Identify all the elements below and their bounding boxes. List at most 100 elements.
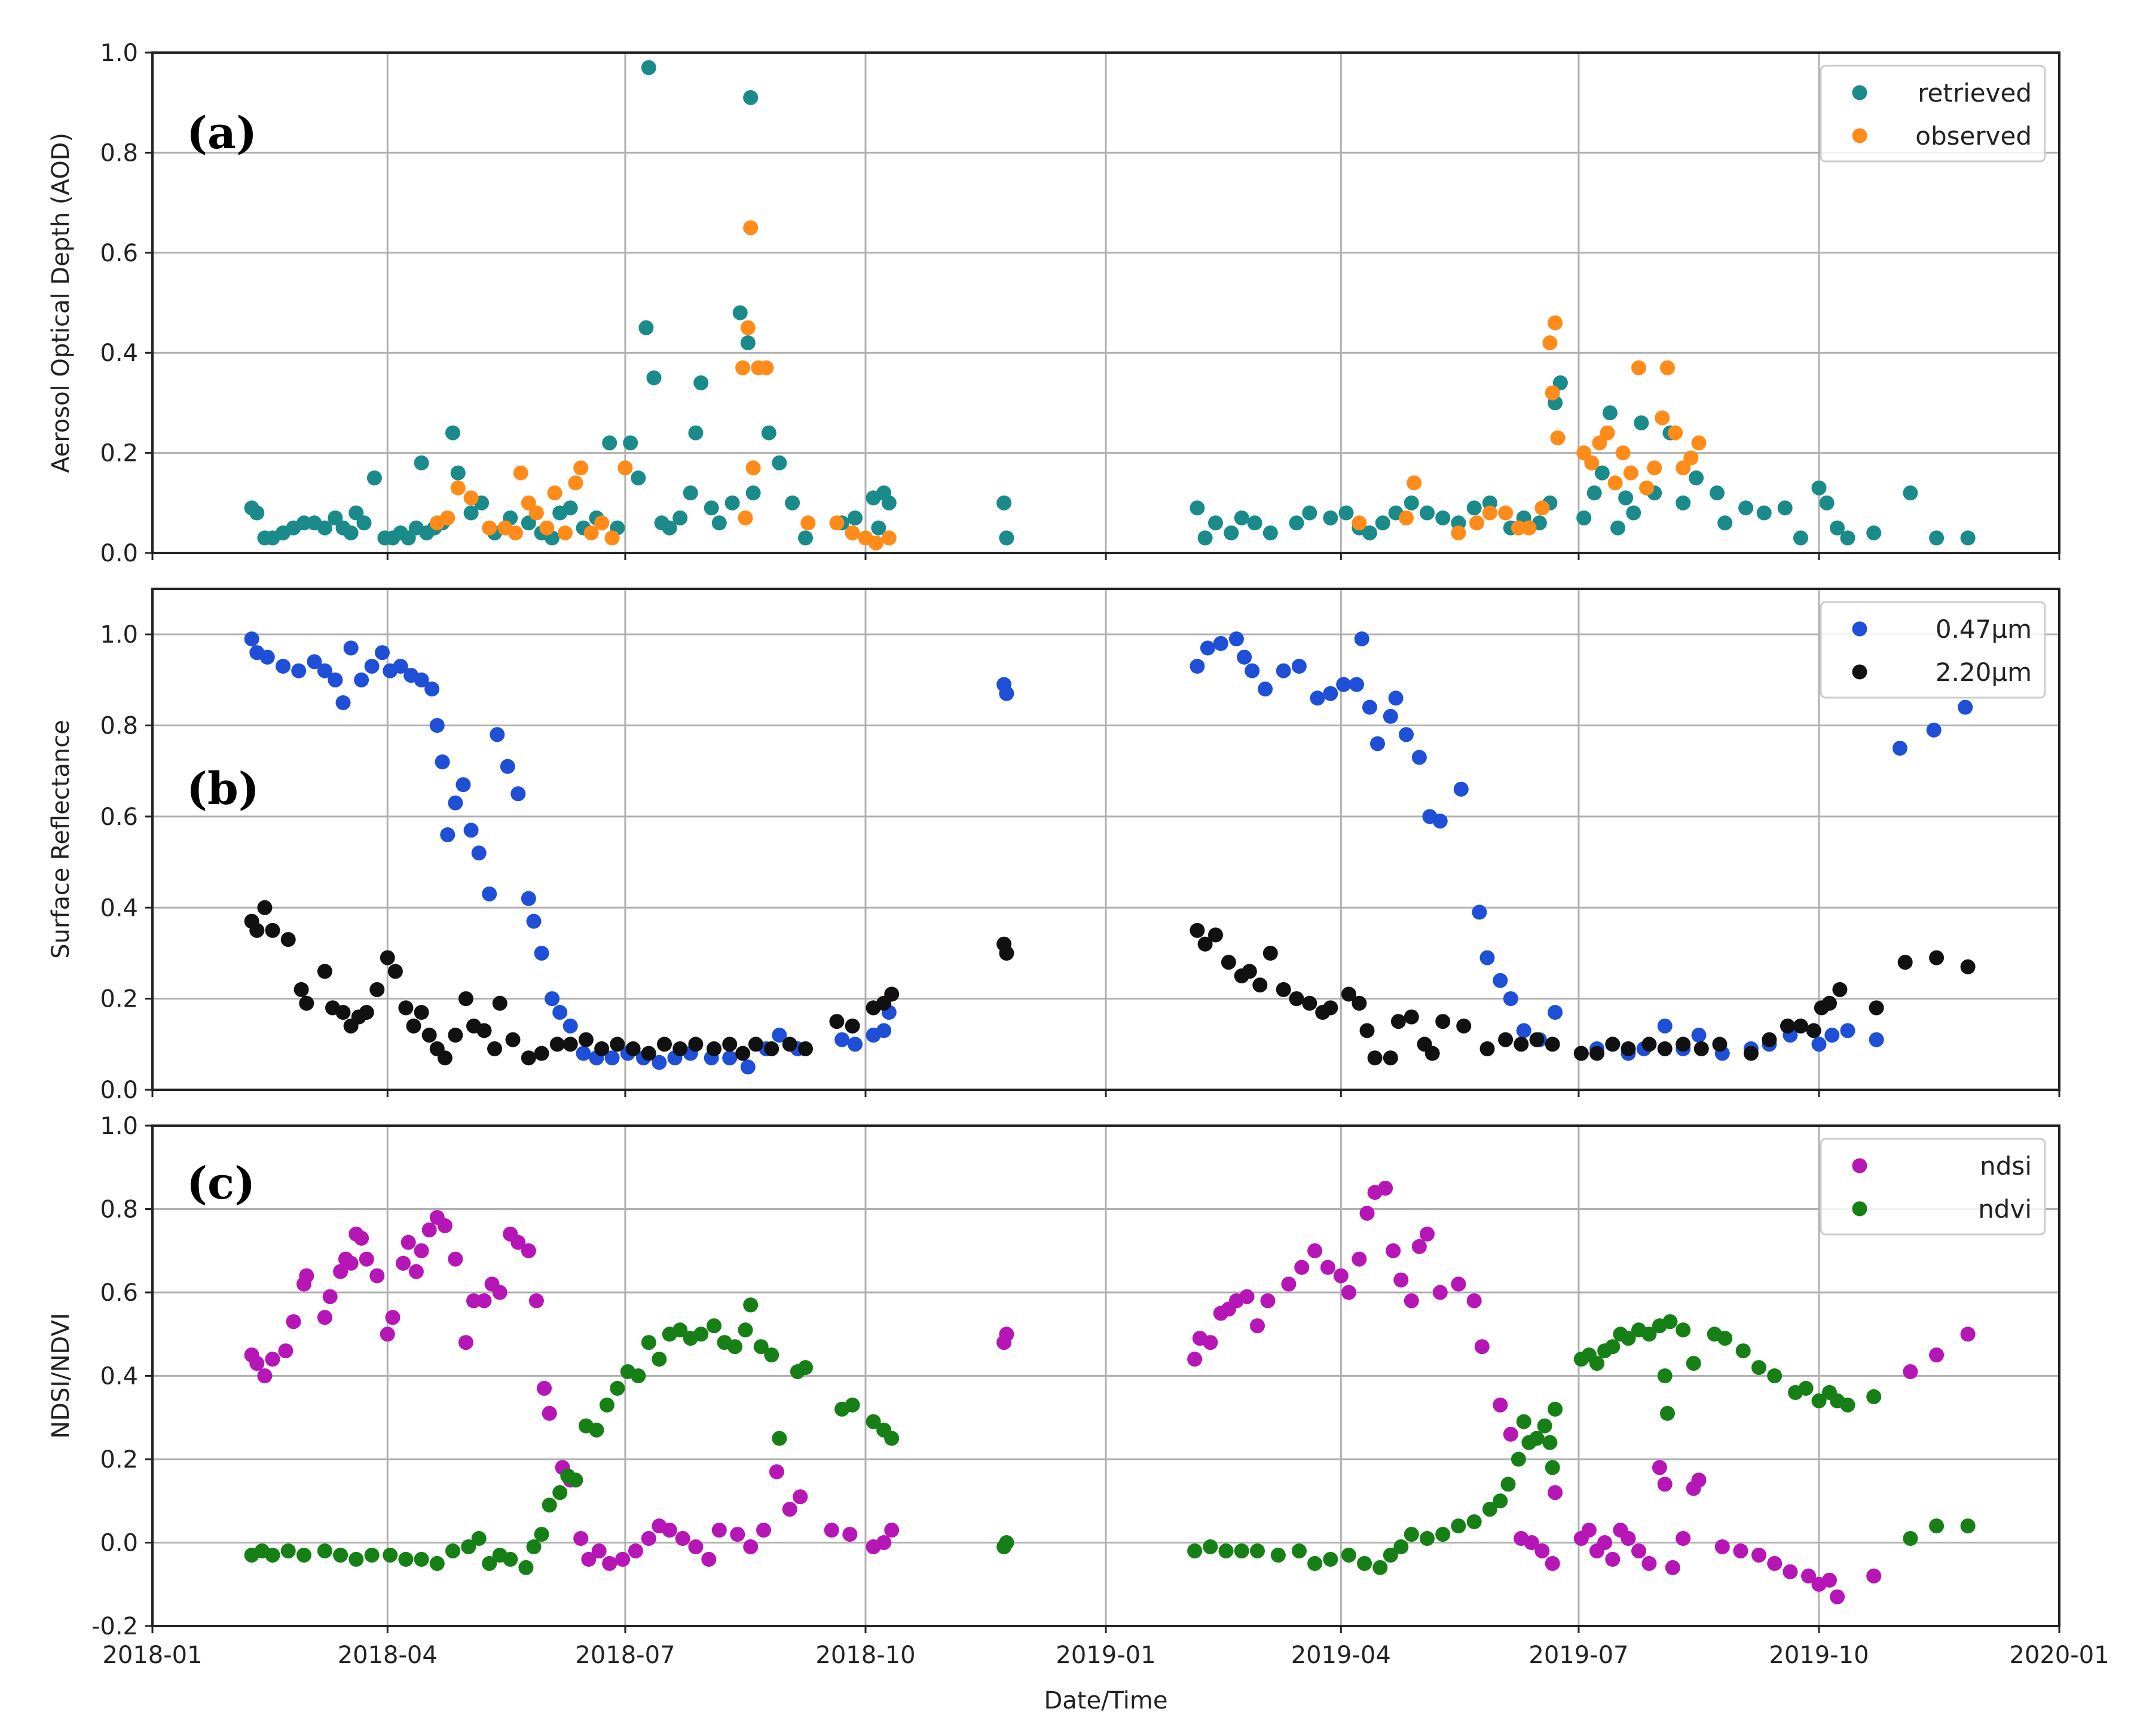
data-point (510, 1234, 526, 1250)
data-point (1691, 1472, 1707, 1488)
data-point (1234, 1543, 1249, 1558)
data-point (1605, 1551, 1621, 1567)
data-point (1710, 485, 1725, 501)
data-point (461, 1539, 476, 1554)
data-point (1777, 500, 1793, 516)
data-point (604, 530, 620, 546)
data-point (866, 1414, 881, 1429)
data-point (1262, 946, 1278, 961)
data-point (1357, 1555, 1372, 1571)
data-point (573, 460, 589, 476)
data-point (848, 510, 863, 525)
data-point (1626, 505, 1641, 521)
data-point (1594, 465, 1610, 481)
data-point (1362, 525, 1377, 540)
data-point (552, 1005, 568, 1020)
x-tick-label: 2020-01 (2009, 1642, 2109, 1669)
data-point (1516, 1414, 1531, 1429)
data-point (1691, 435, 1707, 451)
data-point (1822, 995, 1837, 1011)
data-point (1869, 1032, 1884, 1047)
data-point (688, 425, 704, 441)
data-point (1237, 649, 1252, 665)
data-point (848, 1037, 863, 1052)
data-point (401, 1234, 416, 1250)
data-point (500, 759, 515, 774)
data-point (1516, 1023, 1531, 1038)
legend-marker (1852, 128, 1867, 143)
data-point (693, 1327, 709, 1342)
data-point (1435, 1527, 1451, 1542)
data-point (824, 1523, 839, 1538)
data-point (291, 663, 307, 678)
data-point (1482, 1502, 1497, 1517)
data-point (1411, 1239, 1427, 1254)
data-point (257, 1368, 273, 1383)
data-point (1819, 495, 1835, 511)
data-point (1657, 1041, 1673, 1056)
data-point (552, 1485, 568, 1500)
data-point (617, 460, 633, 476)
data-point (445, 1543, 460, 1558)
data-point (884, 1431, 900, 1446)
data-point (414, 1005, 429, 1020)
data-point (1250, 1318, 1265, 1334)
data-point (1576, 510, 1592, 525)
data-point (738, 1322, 753, 1338)
data-point (672, 1041, 688, 1056)
data-point (1451, 1276, 1466, 1292)
data-point (1929, 950, 1945, 965)
data-point (354, 672, 369, 687)
data-point (1840, 530, 1855, 546)
data-point (589, 1422, 604, 1438)
data-point (745, 460, 761, 476)
data-point (398, 1551, 414, 1567)
data-point (845, 525, 860, 540)
data-point (999, 1327, 1014, 1342)
data-point (602, 435, 617, 451)
data-point (1479, 1041, 1495, 1056)
data-point (1203, 1539, 1218, 1554)
data-point (568, 1472, 583, 1488)
data-point (518, 1560, 534, 1575)
y-tick-label: 0.6 (100, 1279, 138, 1307)
legend-marker (1852, 1158, 1867, 1173)
data-point (1647, 460, 1662, 476)
data-point (732, 305, 748, 320)
data-point (1537, 1418, 1552, 1434)
data-point (450, 480, 466, 496)
data-point (581, 1551, 597, 1567)
data-point (573, 1531, 589, 1546)
data-point (1832, 982, 1848, 997)
y-tick-label: -0.2 (91, 1613, 138, 1640)
data-point (265, 1352, 280, 1367)
data-point (1840, 1397, 1855, 1413)
data-point (604, 1050, 620, 1066)
data-point (528, 505, 544, 521)
data-point (1689, 470, 1704, 485)
data-point (730, 1527, 745, 1542)
data-point (1270, 1547, 1286, 1563)
data-point (735, 360, 751, 375)
data-point (466, 1293, 481, 1309)
data-point (602, 1555, 617, 1571)
data-point (401, 530, 416, 546)
legend: ndsi ndvi (1820, 1138, 2046, 1236)
data-point (521, 1050, 536, 1066)
data-point (999, 686, 1014, 701)
data-point (1190, 500, 1205, 516)
data-point (1806, 1023, 1821, 1038)
data-point (380, 950, 395, 965)
data-point (578, 1032, 594, 1047)
series-retrieved (244, 60, 1976, 546)
data-point (1534, 1543, 1550, 1558)
data-point (1542, 1435, 1558, 1450)
data-point (1420, 1531, 1435, 1546)
data-point (1302, 995, 1317, 1011)
data-point (1466, 1293, 1482, 1309)
data-point (1751, 1360, 1766, 1376)
data-point (1291, 659, 1307, 674)
data-point (1780, 1018, 1795, 1034)
data-point (448, 1028, 463, 1043)
legend-box (1820, 65, 2046, 163)
